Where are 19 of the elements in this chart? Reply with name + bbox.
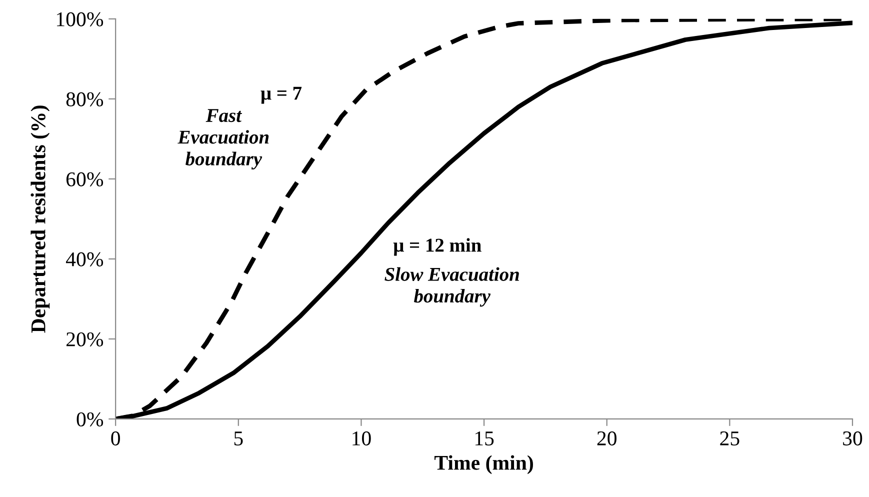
annotation: μ = 7 [260, 86, 302, 104]
y-tick-label: 60% [66, 172, 104, 186]
annotation: Fast Evacuation boundary [178, 109, 269, 170]
y-tick-label: 0% [76, 412, 104, 426]
annotation: μ = 12 min [393, 238, 482, 256]
y-tick-label: 40% [66, 252, 104, 266]
y-tick-label: 100% [57, 12, 104, 26]
x-tick-label: 5 [234, 432, 243, 446]
y-tick-label: 20% [66, 332, 104, 346]
x-axis-title: Time (min) [434, 455, 533, 474]
y-tick-label: 80% [66, 92, 104, 106]
x-tick-label: 0 [111, 431, 120, 446]
x-tick-label: 25 [720, 431, 740, 446]
x-tick-label: 10 [352, 431, 371, 446]
x-tick-label: 15 [475, 431, 494, 446]
x-tick-label: 20 [597, 431, 616, 446]
annotation: Slow Evacuation boundary [384, 267, 519, 307]
y-axis-title: Departured residents (%) [30, 106, 50, 333]
x-tick-label: 30 [843, 431, 862, 446]
